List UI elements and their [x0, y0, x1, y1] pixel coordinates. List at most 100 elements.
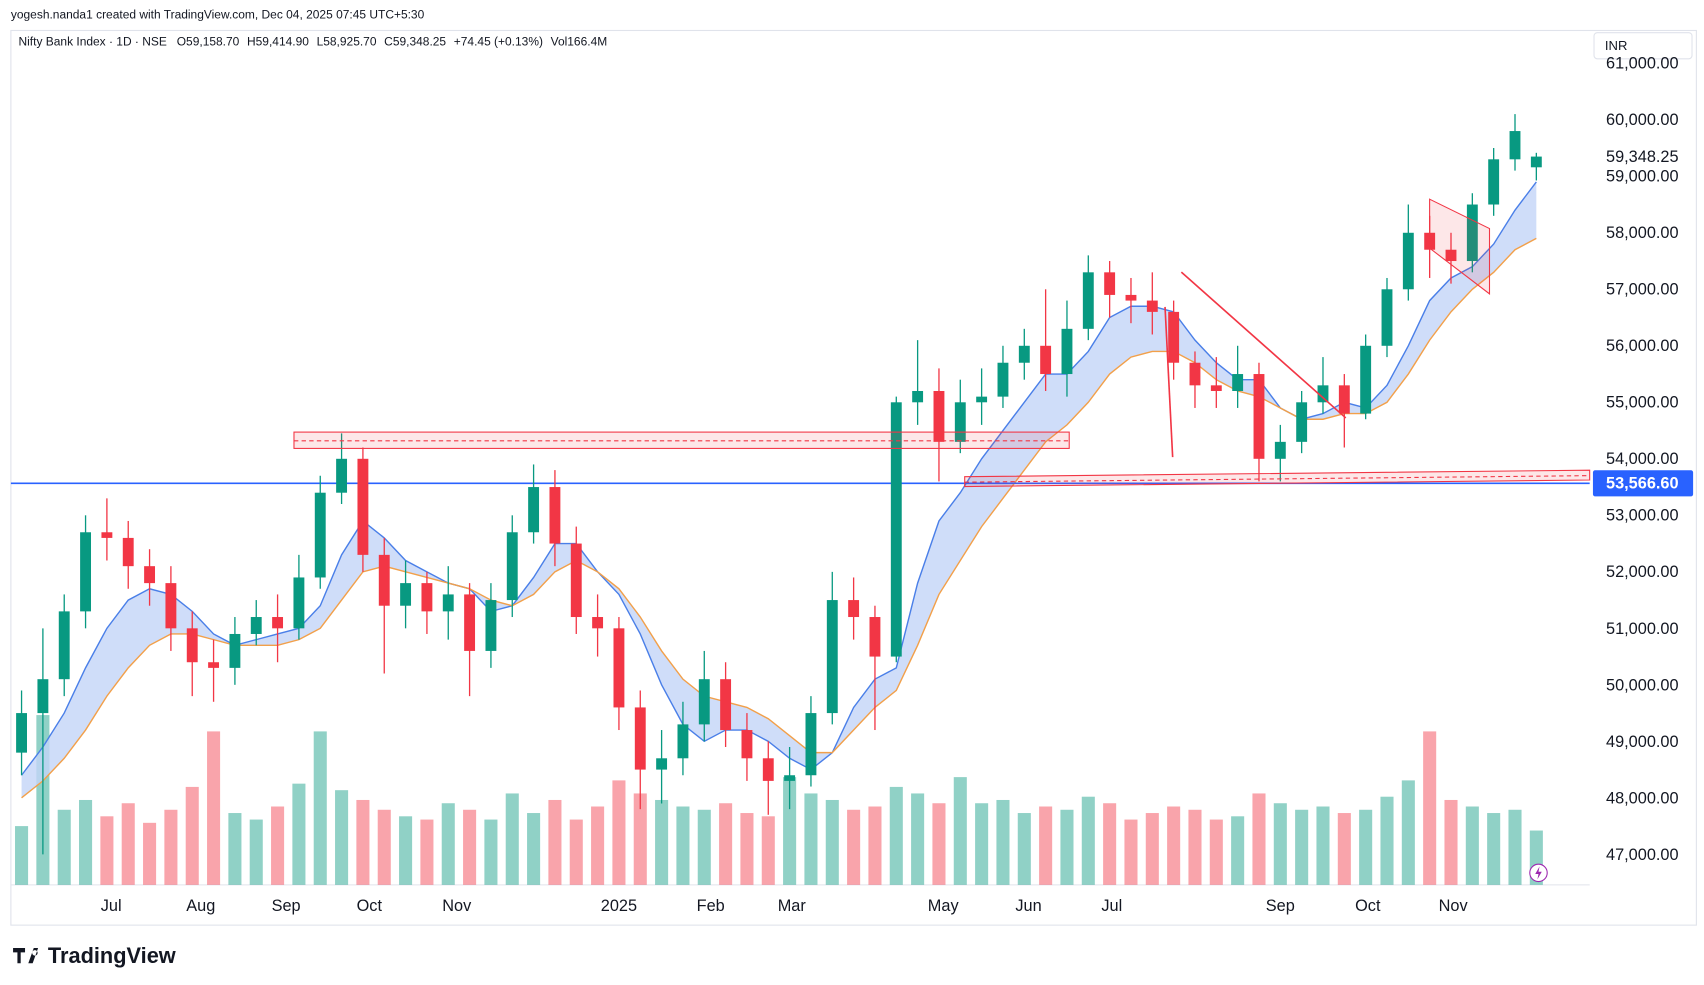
candle-body — [122, 537, 134, 567]
candle-body — [1530, 156, 1542, 168]
y-tick-label: 58,000.00 — [1606, 224, 1679, 242]
volume-bar — [697, 809, 711, 885]
y-tick-label: 56,000.00 — [1606, 337, 1679, 355]
candle-body — [464, 594, 476, 651]
candle-body — [613, 628, 625, 708]
candle-body — [677, 724, 689, 759]
volume-bar — [420, 819, 434, 885]
volume-bar — [1231, 816, 1245, 885]
volume-bar — [1145, 813, 1159, 885]
volume-bar — [207, 731, 221, 885]
open-value: O59,158.70 — [177, 35, 240, 49]
candle-body — [37, 679, 49, 714]
candle-body — [58, 611, 70, 680]
volume-bar — [143, 822, 157, 885]
candle-body — [442, 594, 454, 612]
x-tick-label: Oct — [357, 897, 383, 915]
volume-bar — [569, 819, 583, 885]
candle-body — [336, 458, 348, 493]
candle-body — [1466, 204, 1478, 262]
candle-body — [1360, 345, 1372, 414]
candle-body — [1296, 402, 1308, 442]
volume-bar — [356, 799, 370, 885]
x-tick-label: May — [928, 897, 960, 915]
volume-bar — [868, 806, 882, 885]
volume-bar — [271, 806, 285, 885]
volume-bar — [655, 799, 669, 885]
plot-area — [10, 114, 1590, 885]
volume-bar — [783, 777, 797, 885]
volume-bar — [932, 803, 946, 885]
candle-body — [400, 583, 412, 606]
currency-box[interactable] — [1593, 32, 1693, 60]
volume-bar — [1081, 796, 1095, 885]
x-tick-label: Jul — [101, 897, 122, 915]
volume-bar — [313, 731, 327, 885]
candle-body — [1381, 289, 1393, 346]
candle-body — [634, 707, 646, 770]
x-tick-label: 2025 — [601, 897, 637, 915]
candle-body — [229, 633, 241, 668]
candle-body — [762, 758, 774, 781]
x-tick-label: Nov — [442, 897, 472, 915]
volume-bar — [975, 803, 989, 885]
price-label-box — [1592, 470, 1694, 497]
volume-bar — [676, 806, 690, 885]
price-label: 59,348.25 — [1606, 148, 1679, 166]
volume-bar — [79, 799, 93, 885]
candle-body — [1402, 232, 1414, 290]
volume-bar — [1039, 806, 1053, 885]
volume-bar — [164, 809, 178, 885]
volume-bar — [1444, 799, 1458, 885]
volume-bar — [505, 793, 519, 885]
volume-bar — [377, 809, 391, 885]
candle-body — [1125, 294, 1137, 301]
logo-mark — [13, 947, 39, 964]
volume-bar — [612, 780, 626, 885]
candle-body — [378, 554, 390, 606]
candle-body — [272, 617, 284, 629]
x-tick-label: Jun — [1015, 897, 1041, 915]
candle-body — [848, 600, 860, 618]
candle-body — [1232, 374, 1244, 391]
y-tick-label: 55,000.00 — [1606, 394, 1679, 412]
volume-bar — [1337, 813, 1351, 885]
candle-body — [1509, 131, 1521, 160]
x-tick-label: Mar — [778, 897, 807, 915]
volume-bar — [1401, 780, 1415, 885]
y-tick-label: 53,000.00 — [1606, 507, 1679, 525]
candle-body — [16, 713, 27, 753]
candle-body — [485, 600, 497, 651]
candle-body — [1338, 385, 1350, 414]
candle-body — [357, 458, 369, 555]
candle-body — [250, 617, 262, 634]
candle-body — [1317, 385, 1329, 403]
candle-body — [869, 617, 881, 657]
candle-body — [293, 577, 305, 629]
y-tick-label: 51,000.00 — [1606, 620, 1679, 638]
y-tick-label: 61,000.00 — [1606, 55, 1679, 73]
symbol: Nifty Bank Index · 1D · NSE — [19, 35, 167, 49]
candle-body — [954, 402, 966, 442]
candle-body — [976, 396, 988, 403]
volume-bar — [591, 806, 605, 885]
y-tick-label: 50,000.00 — [1606, 676, 1679, 694]
low-value: L58,925.70 — [317, 35, 377, 49]
zone-midline — [964, 475, 1590, 483]
volume-bar — [15, 826, 29, 885]
candle-body — [1253, 374, 1265, 459]
volume-bar — [889, 786, 903, 885]
y-tick-label: 48,000.00 — [1606, 789, 1679, 807]
candle-body — [1189, 362, 1201, 386]
candle-body — [741, 730, 753, 759]
x-tick-label: Oct — [1355, 897, 1381, 915]
band-fill — [21, 181, 1537, 798]
candle-body — [1061, 328, 1073, 375]
x-tick-label: Aug — [186, 897, 215, 915]
volume-bar — [399, 816, 413, 885]
volume-bar — [1167, 806, 1181, 885]
close-value: C59,348.25 — [384, 35, 446, 49]
flag-channel — [1429, 198, 1491, 295]
